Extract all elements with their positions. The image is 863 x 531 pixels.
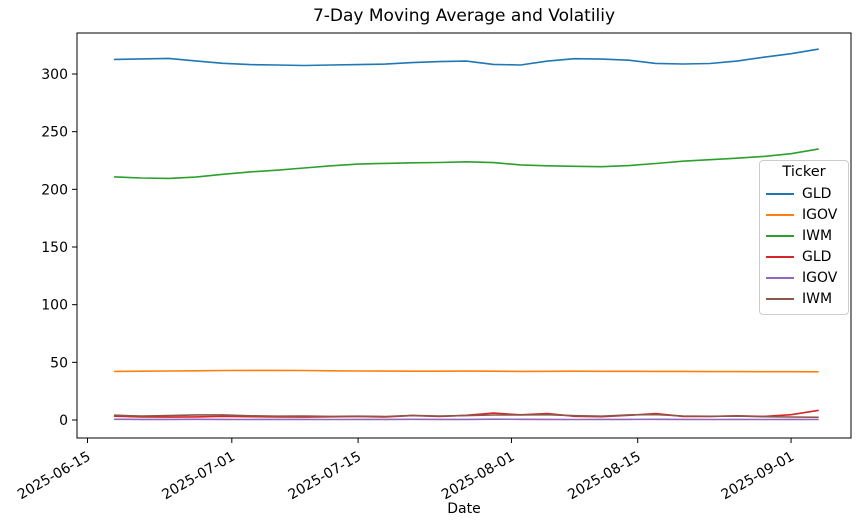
legend-swatch-igov-ma [766,213,794,216]
legend-label-gld-vol: GLD [802,248,832,265]
y-tick-label: 100 [41,298,68,314]
legend: Ticker GLD IGOV IWM GLD IGOV IWM [759,160,849,315]
legend-item-gld-ma: GLD [766,183,842,204]
legend-swatch-iwm-vol [766,297,794,300]
legend-title: Ticker [782,164,826,180]
legend-item-gld-vol: GLD [766,246,842,267]
y-tick-label: 50 [50,355,68,371]
legend-item-iwm-ma: IWM [766,225,842,246]
x-tick-label: 2025-08-15 [565,449,643,504]
series-line-igov-ma [113,369,819,373]
legend-swatch-gld-ma [766,192,794,195]
y-tick-label: 250 [41,125,68,141]
legend-label-gld-ma: GLD [802,185,832,202]
series-line-iwm-vol [113,413,819,419]
x-tick-label: 2025-07-01 [159,449,237,504]
axes-frame [76,32,852,439]
x-tick-label: 2025-07-15 [286,449,364,504]
legend-label-igov-ma: IGOV [802,206,838,223]
x-tick-label: 2025-08-01 [439,449,517,504]
legend-label-igov-vol: IGOV [802,269,838,286]
chart-title: 7-Day Moving Average and Volatiliy [312,6,616,26]
y-tick-label: 300 [41,67,68,83]
legend-swatch-gld-vol [766,255,794,258]
x-tick-label: 2025-09-01 [719,449,797,504]
legend-swatch-igov-vol [766,276,794,279]
series-line-iwm-ma [113,148,819,180]
legend-label-iwm-ma: IWM [802,227,833,244]
x-axis-label: Date [447,501,481,517]
series-line-gld-ma [113,48,819,67]
y-tick-label: 150 [41,240,68,256]
legend-swatch-iwm-ma [766,234,794,237]
y-tick-label: 200 [41,182,68,198]
legend-item-iwm-vol: IWM [766,288,842,309]
legend-item-igov-vol: IGOV [766,267,842,288]
x-tick-label: 2025-06-15 [15,449,93,504]
y-tick-label: 0 [59,413,68,429]
legend-item-igov-ma: IGOV [766,204,842,225]
legend-label-iwm-vol: IWM [802,290,833,307]
